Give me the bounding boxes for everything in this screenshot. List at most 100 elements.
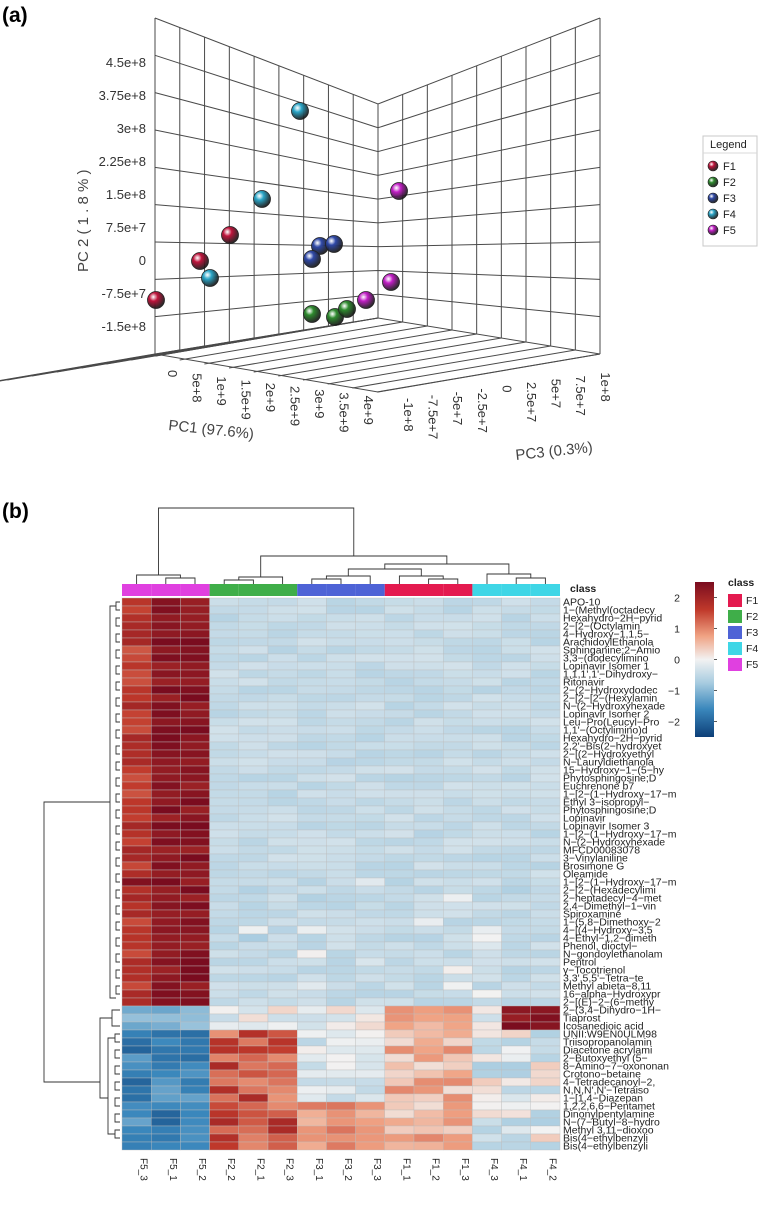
heatmap-cell [413,1061,444,1071]
column-label: F5_3 [138,1158,149,1181]
heatmap-cell [267,749,298,759]
colorbar-tick-label: 2 [674,593,680,605]
heatmap-cell [297,845,327,855]
heatmap-cell [180,997,210,1007]
heatmap-cell [180,973,210,983]
heatmap-cell [413,997,444,1007]
heatmap-cell [443,621,473,631]
heatmap-cell [501,1053,532,1063]
heatmap-cell [355,757,386,767]
heatmap-cell [267,717,298,727]
heatmap-cell [530,629,561,639]
heatmap-cell [121,661,152,671]
heatmap-cell [443,1085,473,1095]
row-label: Phytosphingosine;D [563,773,657,785]
heatmap-cell [121,893,152,903]
heatmap-cell [384,1093,415,1103]
heatmap-cell [297,1005,327,1015]
heatmap-cell [150,709,181,719]
pc3-tick-label: 2.5e+7 [524,382,539,422]
heatmap-cell [150,861,181,871]
heatmap-cell [267,821,298,831]
column-labels: F5_3 F5_1 F5_2 F2_2 F2_1 F2_3 F3_1 F3_2 F3_3 F1_1… [138,1158,558,1181]
heatmap-cell [121,781,152,791]
heatmap-cell [297,989,327,999]
heatmap-cell [530,669,561,679]
heatmap-cell [209,901,240,911]
heatmap-cell [238,941,269,951]
heatmap-cell [413,941,444,951]
heatmap-cell [238,829,269,839]
heatmap-cell [267,709,298,719]
heatmap-cell [501,725,532,735]
heatmap-cell [472,1005,502,1015]
heatmap-cell [297,1061,327,1071]
heatmap-cell [267,637,298,647]
column-label: F3_1 [313,1158,324,1181]
heatmap-cell [413,1093,444,1103]
class-bar-cell-f1 [384,584,414,596]
row-label: 16−alpha−Hydroxypr [563,989,661,1001]
heatmap-cell [413,621,444,631]
heatmap-cell [180,1013,210,1023]
heatmap-cell [121,597,152,607]
row-labels: APO-101−(Methyl(octadecyHexahydro−2H−pyr… [563,597,677,1153]
heatmap-cell [297,677,327,687]
heatmap-cell [267,741,298,751]
heatmap-cell [267,925,298,935]
heatmap-cell [150,789,181,799]
heatmap-cell [501,757,532,767]
legend-label-f2: F2 [723,177,736,189]
colorbar-gradient [695,582,714,737]
column-label: F5_2 [196,1158,207,1181]
heatmap-cell [501,1141,532,1151]
heatmap-cell [209,797,240,807]
heatmap-cell [180,653,210,663]
heatmap-cell [238,789,269,799]
heatmap-cell [180,869,210,879]
heatmap-cell [180,781,210,791]
heatmap-cell [209,941,240,951]
heatmap-cell [297,669,327,679]
heatmap-cell [150,629,181,639]
heatmap-cell [209,1069,240,1079]
heatmap-cell [472,757,502,767]
heatmap-cell [472,781,502,791]
heatmap-cell [297,701,327,711]
heatmap-cell [297,621,327,631]
heatmap-cell [209,829,240,839]
heatmap-cell [501,1021,532,1031]
heatmap-cell [443,733,473,743]
heatmap-cell [150,1005,181,1015]
heatmap-cell [413,1125,444,1135]
heatmap-cell [150,765,181,775]
heatmap-cell [267,1101,298,1111]
heatmap-cell [384,813,415,823]
row-label: Tiaprost [563,1013,601,1025]
heatmap-cell [121,989,152,999]
heatmap-cell [238,877,269,887]
column-label: F2_3 [284,1158,295,1181]
heatmap-cell [121,725,152,735]
heatmap-cell [326,1109,356,1119]
heatmap-cell [150,1117,181,1127]
heatmap-cell [501,797,532,807]
row-label: N−(2−Hydroxyhexade [563,701,665,713]
heatmap-cell [150,1053,181,1063]
heatmap-cell [121,733,152,743]
pc2-tick-label: 3.75e+8 [99,88,146,103]
heatmap-cell [530,1101,561,1111]
heatmap-cell [501,613,532,623]
heatmap-cell [180,1109,210,1119]
heatmap-cell [355,813,386,823]
heatmap-cell [180,645,210,655]
heatmap-cell [121,1085,152,1095]
heatmap-cell [238,1133,269,1143]
heatmap-cell [267,885,298,895]
row-label: 4−Hydroxy−1,1,5− [563,629,649,641]
heatmap-cell [443,789,473,799]
heatmap-cell [384,613,415,623]
heatmap-cell [121,685,152,695]
row-label: 2−[2−(Hexadecylimi [563,885,656,897]
heatmap-cell [501,1133,532,1143]
